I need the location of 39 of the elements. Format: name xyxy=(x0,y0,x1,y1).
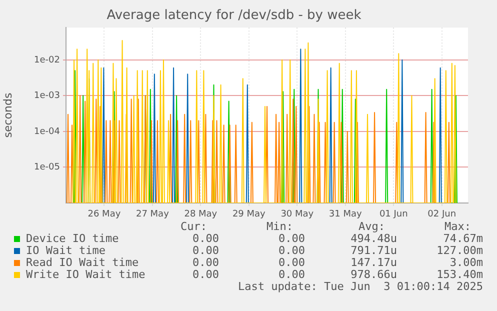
y-axis-title: seconds xyxy=(1,92,14,138)
text: 0.00 xyxy=(278,244,305,257)
text: 791.71u xyxy=(350,244,397,257)
x-tick-label: 27 May xyxy=(136,210,170,220)
y-tick-label: 1e-03 xyxy=(34,91,60,102)
text: 0.00 xyxy=(192,244,219,257)
legend-label: Write IO Wait time xyxy=(26,268,146,281)
text: 0.00 xyxy=(278,268,305,281)
text: Min: xyxy=(266,220,293,233)
x-tick-label: 31 May xyxy=(328,210,363,220)
x-tick-label: 28 May xyxy=(184,210,218,220)
text: Max: xyxy=(444,220,471,233)
text: 978.66u xyxy=(350,268,397,281)
x-tick-label: 30 May xyxy=(280,210,314,220)
y-tick-label: 1e-05 xyxy=(34,162,60,173)
text: 494.48u xyxy=(350,232,397,245)
y-tick-label: 1e-02 xyxy=(34,55,60,66)
x-tick-label: 29 May xyxy=(232,210,266,220)
x-tick-label: 02 Jun xyxy=(428,210,456,220)
text: 153.40m xyxy=(436,268,483,281)
text: 0.00 xyxy=(278,232,305,245)
legend-label: Read IO Wait time xyxy=(26,256,139,269)
text: 74.67m xyxy=(443,232,483,245)
text: 0.00 xyxy=(192,268,219,281)
legend-label: Device IO time xyxy=(26,232,119,245)
y-tick-label: 1e-04 xyxy=(34,126,60,137)
x-tick-label: 26 May xyxy=(88,210,122,220)
text: Last update: Tue Jun 3 01:00:14 2025 xyxy=(238,280,483,293)
text: 127.00m xyxy=(436,244,483,257)
chart-title: Average latency for /dev/sdb - by week xyxy=(106,8,362,24)
x-tick-label: 01 Jun xyxy=(379,210,408,220)
text: 147.17u xyxy=(350,256,397,269)
legend-label: IO Wait time xyxy=(26,244,106,257)
text: 3.00m xyxy=(450,256,483,269)
text: Avg: xyxy=(358,220,385,233)
text: 0.00 xyxy=(278,256,305,269)
text: 0.00 xyxy=(192,256,219,269)
text: 0.00 xyxy=(192,232,219,245)
text: Cur: xyxy=(180,220,207,233)
